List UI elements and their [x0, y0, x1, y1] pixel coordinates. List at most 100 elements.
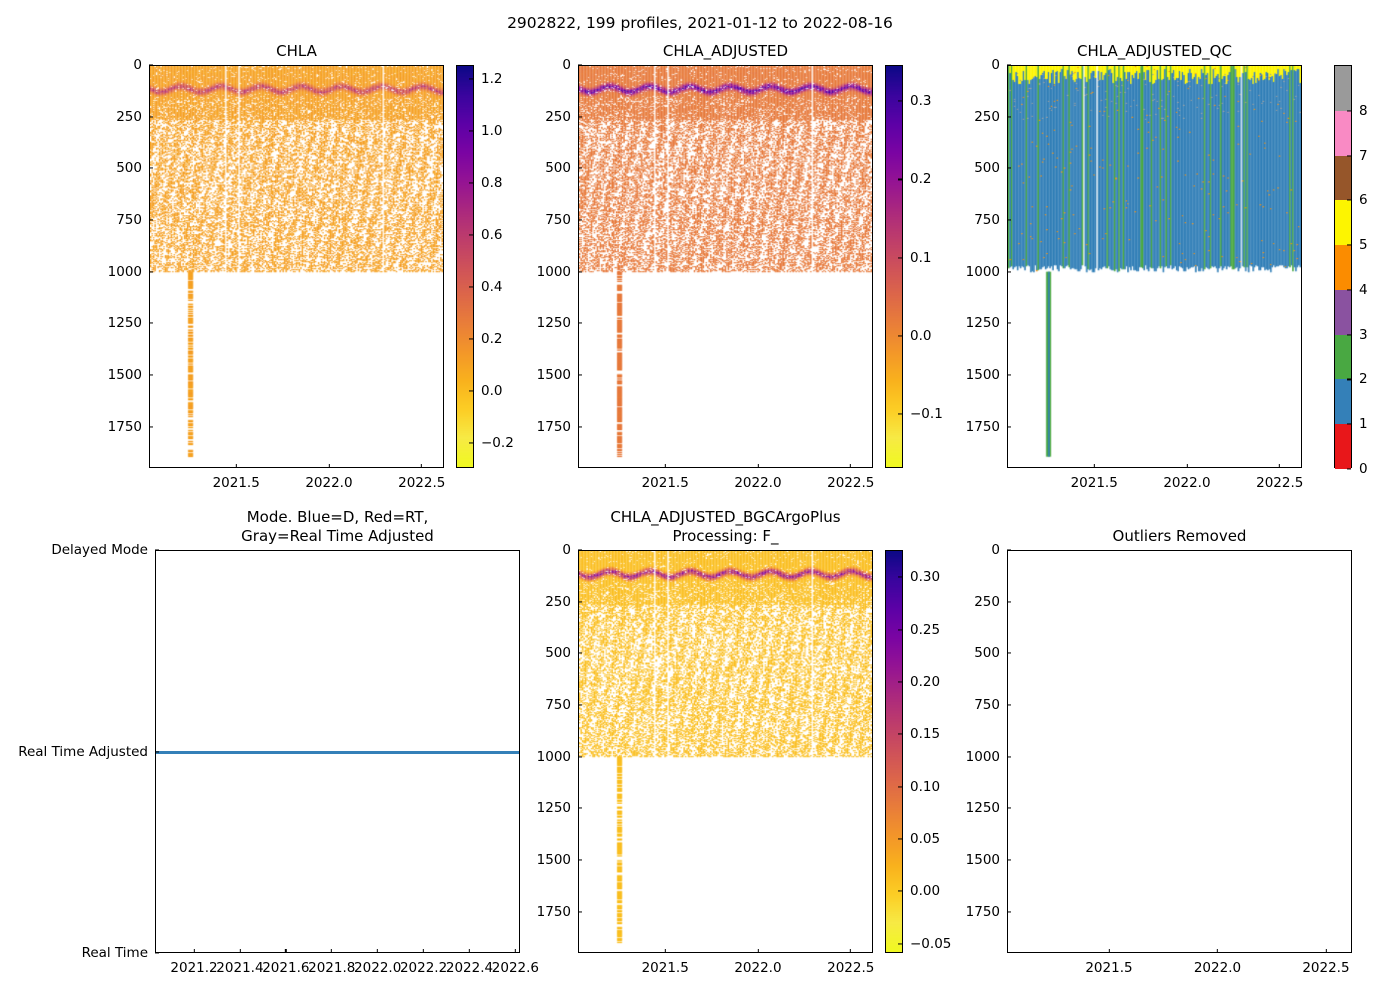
colorbar-bgcargoplus-tick: 0.00 [898, 883, 940, 899]
panel-chla-adjusted: CHLA_ADJUSTED 0 250 500 750 1000 1250 1500 1750… [537, 42, 875, 491]
outliers_removed-xtick: 2021.5 [1085, 949, 1133, 976]
tick-mark [1325, 949, 1327, 953]
qc-flag-band-7 [1335, 110, 1351, 156]
chla_adjusted_qc-ytick: 1500 [966, 367, 1011, 383]
chla_adjusted_bgcargoplus-ytick: 1500 [537, 852, 582, 868]
tick-mark [578, 374, 582, 376]
qc-colorbar-tick: 8 [1347, 103, 1368, 119]
qc-colorbar-tick: 0 [1347, 461, 1368, 477]
tick-mark [1007, 374, 1011, 376]
qc-flag-band-6 [1335, 155, 1351, 201]
chla_adjusted_qc-ytick: 1250 [966, 315, 1011, 331]
tick-mark [578, 601, 582, 603]
mode-xtick: 2021.6 [262, 949, 309, 976]
panel-bgcargoplus-plot-area [578, 550, 873, 953]
panel-chla-adjusted-qc-plot-area [1007, 65, 1302, 468]
tick-mark [469, 130, 473, 132]
tick-mark [1347, 110, 1351, 112]
tick-mark [898, 576, 902, 578]
mode-ytick: Real Time [82, 945, 159, 961]
tick-mark [578, 167, 582, 169]
tick-mark [469, 338, 473, 340]
tick-mark [1347, 289, 1351, 291]
mode-xtick: 2021.4 [216, 949, 264, 976]
tick-mark [328, 464, 330, 468]
mode-xtick: 2021.8 [308, 949, 355, 976]
panel-outliers-removed-plot-area [1007, 550, 1352, 953]
tick-mark [1007, 756, 1011, 758]
tick-mark [898, 681, 902, 683]
outliers_removed-ytick: 0 [991, 542, 1011, 558]
tick-mark [1093, 464, 1095, 468]
tick-mark [1216, 949, 1219, 953]
chla-ytick: 1750 [108, 419, 153, 435]
chla_adjusted-xtick: 2021.5 [642, 464, 689, 491]
colorbar-chla-tick: 0.8 [469, 175, 502, 191]
tick-mark [578, 322, 582, 324]
tick-mark [850, 949, 852, 953]
figure-suptitle: 2902822, 199 profiles, 2021-01-12 to 202… [507, 14, 893, 32]
tick-mark [468, 949, 471, 953]
chla_adjusted-ytick: 750 [545, 212, 582, 228]
colorbar-chla-adjusted-gradient [886, 66, 902, 467]
tick-mark [149, 219, 153, 221]
panel-chla-adjusted-bgcargoplus: CHLA_ADJUSTED_BGCArgoPlus Processing: F_… [537, 508, 875, 976]
tick-mark [1007, 549, 1011, 551]
tick-mark [898, 733, 902, 735]
mode-xtick: 2022.0 [354, 949, 401, 976]
colorbar-bgcargoplus-tick: 0.10 [898, 779, 940, 795]
colorbar-chla-tick: 0.6 [469, 227, 502, 243]
tick-mark [469, 442, 473, 444]
qc-flag-band-2 [1335, 334, 1351, 380]
tick-mark [1347, 334, 1351, 336]
tick-mark [1347, 244, 1351, 246]
tick-mark [285, 949, 287, 953]
colorbar-chla-tick: 1.0 [469, 123, 502, 139]
colorbar-chla: −0.2 0.0 0.2 0.4 0.6 0.8 1.0 1.2 [456, 65, 514, 468]
tick-mark [1186, 464, 1188, 468]
tick-mark [239, 949, 241, 953]
tick-mark [664, 464, 666, 468]
chla-ytick: 1500 [108, 367, 153, 383]
panel-chla-adjusted-qc: CHLA_ADJUSTED_QC 0 250 500 750 1000 1250 1500 1… [966, 42, 1304, 491]
tick-mark [235, 464, 237, 468]
tick-mark [155, 549, 159, 551]
colorbar-chla-adjusted-tick: 0.0 [898, 328, 931, 344]
mode-ytick: Delayed Mode [51, 542, 159, 558]
chla_adjusted_qc-ytick: 500 [974, 160, 1011, 176]
tick-mark [1007, 911, 1011, 913]
outliers_removed-xtick: 2022.0 [1194, 949, 1241, 976]
chla_adjusted-ytick: 1000 [537, 264, 582, 280]
qc-flag-band-1 [1335, 379, 1351, 425]
qc-colorbar-tick: 1 [1347, 416, 1368, 432]
tick-mark [898, 628, 902, 631]
qc-flag-band-0 [1335, 424, 1351, 469]
tick-mark [578, 756, 582, 758]
tick-mark [469, 182, 473, 184]
chla_adjusted-ytick: 1500 [537, 367, 582, 383]
colorbar-chla-tick: 0.0 [469, 383, 502, 399]
tick-mark [469, 78, 473, 80]
panel-mode-title: Mode. Blue=D, Red=RT, Gray=Real Time Adj… [241, 508, 434, 545]
tick-mark [155, 750, 159, 753]
panel-chla-title: CHLA [276, 42, 317, 60]
tick-mark [898, 785, 902, 788]
tick-mark [1007, 116, 1011, 118]
colorbar-chla-adjusted-tick: 0.1 [898, 250, 931, 266]
chla_adjusted_qc-xtick: 2021.5 [1071, 464, 1118, 491]
tick-mark [1347, 468, 1351, 470]
panel-outliers-removed: Outliers Removed 0 250 500 750 1000 1250 1500 1… [966, 527, 1352, 976]
tick-mark [898, 335, 902, 337]
tick-mark [578, 911, 582, 913]
tick-mark [578, 271, 582, 273]
chla_adjusted-xtick: 2022.0 [734, 464, 782, 491]
tick-mark [1007, 219, 1011, 221]
qc-colorbar-tick: 7 [1347, 148, 1368, 164]
tick-mark [1347, 155, 1351, 157]
chla_adjusted_bgcargoplus-ytick: 250 [545, 594, 582, 610]
chla-xtick: 2022.5 [398, 464, 445, 491]
tick-mark [149, 167, 153, 169]
chla_adjusted-ytick: 1750 [537, 419, 582, 435]
colorbar-qc-flags: 0 1 2 3 4 5 6 7 8 [1334, 65, 1368, 477]
